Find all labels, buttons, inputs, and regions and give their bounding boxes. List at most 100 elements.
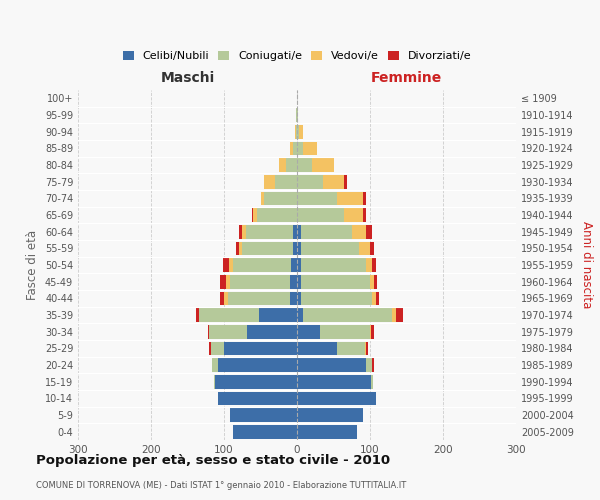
Bar bbox=[230, 275, 290, 288]
Bar bbox=[297, 192, 337, 205]
Bar bbox=[301, 275, 370, 288]
Bar bbox=[365, 342, 367, 355]
Bar bbox=[297, 408, 362, 422]
Bar bbox=[208, 325, 209, 338]
Bar bbox=[303, 308, 392, 322]
Bar bbox=[297, 258, 301, 272]
Bar bbox=[279, 158, 286, 172]
Bar bbox=[367, 225, 372, 238]
Bar bbox=[344, 208, 362, 222]
Bar bbox=[257, 208, 297, 222]
Bar bbox=[362, 208, 367, 222]
Bar bbox=[301, 225, 352, 238]
Bar bbox=[376, 292, 379, 305]
Bar bbox=[367, 342, 368, 355]
Bar bbox=[395, 308, 403, 322]
Bar bbox=[297, 308, 303, 322]
Bar bbox=[223, 258, 229, 272]
Bar bbox=[311, 158, 334, 172]
Bar bbox=[371, 375, 373, 388]
Bar bbox=[293, 142, 297, 155]
Bar bbox=[297, 208, 344, 222]
Bar bbox=[301, 242, 359, 255]
Bar bbox=[297, 242, 301, 255]
Bar bbox=[367, 358, 372, 372]
Bar bbox=[290, 292, 297, 305]
Bar bbox=[286, 158, 297, 172]
Bar bbox=[296, 125, 297, 138]
Legend: Celibi/Nubili, Coniugati/e, Vedovi/e, Divorziati/e: Celibi/Nubili, Coniugati/e, Vedovi/e, Di… bbox=[118, 46, 476, 66]
Bar bbox=[296, 108, 297, 122]
Bar bbox=[297, 158, 311, 172]
Bar bbox=[239, 242, 242, 255]
Bar bbox=[220, 275, 226, 288]
Bar bbox=[367, 258, 372, 272]
Bar bbox=[372, 292, 376, 305]
Bar bbox=[224, 342, 297, 355]
Bar bbox=[352, 225, 367, 238]
Bar bbox=[297, 358, 367, 372]
Bar bbox=[253, 208, 257, 222]
Bar bbox=[275, 175, 297, 188]
Bar bbox=[218, 358, 297, 372]
Bar bbox=[303, 142, 317, 155]
Bar bbox=[297, 392, 376, 405]
Y-axis label: Anni di nascita: Anni di nascita bbox=[580, 222, 593, 308]
Bar bbox=[337, 342, 365, 355]
Bar bbox=[227, 292, 290, 305]
Y-axis label: Fasce di età: Fasce di età bbox=[26, 230, 39, 300]
Bar bbox=[295, 125, 296, 138]
Bar bbox=[215, 375, 297, 388]
Bar bbox=[297, 225, 301, 238]
Bar bbox=[218, 392, 297, 405]
Bar bbox=[301, 258, 367, 272]
Bar bbox=[297, 275, 301, 288]
Text: Maschi: Maschi bbox=[160, 71, 215, 85]
Bar bbox=[372, 258, 376, 272]
Bar bbox=[297, 325, 320, 338]
Bar bbox=[196, 308, 199, 322]
Bar bbox=[392, 308, 395, 322]
Bar bbox=[297, 292, 301, 305]
Bar bbox=[236, 242, 239, 255]
Text: Femmine: Femmine bbox=[371, 71, 442, 85]
Bar bbox=[299, 125, 303, 138]
Bar bbox=[242, 242, 293, 255]
Bar bbox=[372, 358, 374, 372]
Bar bbox=[297, 142, 303, 155]
Bar bbox=[290, 275, 297, 288]
Bar bbox=[252, 208, 253, 222]
Bar bbox=[209, 325, 247, 338]
Bar bbox=[297, 425, 357, 438]
Bar bbox=[370, 275, 374, 288]
Bar bbox=[224, 292, 227, 305]
Bar bbox=[297, 108, 298, 122]
Bar bbox=[259, 308, 297, 322]
Bar bbox=[344, 175, 347, 188]
Text: COMUNE DI TORRENOVA (ME) - Dati ISTAT 1° gennaio 2010 - Elaborazione TUTTITALIA.: COMUNE DI TORRENOVA (ME) - Dati ISTAT 1°… bbox=[36, 480, 406, 490]
Bar bbox=[297, 175, 323, 188]
Bar bbox=[290, 142, 293, 155]
Bar bbox=[233, 258, 291, 272]
Bar bbox=[320, 325, 370, 338]
Bar bbox=[359, 242, 370, 255]
Bar bbox=[297, 342, 337, 355]
Bar bbox=[293, 242, 297, 255]
Bar bbox=[374, 275, 377, 288]
Bar bbox=[229, 258, 233, 272]
Bar bbox=[246, 225, 293, 238]
Bar bbox=[371, 325, 374, 338]
Bar bbox=[370, 242, 374, 255]
Bar bbox=[323, 175, 344, 188]
Bar bbox=[214, 375, 215, 388]
Bar bbox=[362, 192, 367, 205]
Bar bbox=[242, 225, 246, 238]
Bar bbox=[264, 192, 297, 205]
Bar bbox=[247, 325, 297, 338]
Bar bbox=[297, 375, 371, 388]
Bar bbox=[337, 192, 362, 205]
Bar bbox=[370, 325, 371, 338]
Bar bbox=[226, 275, 230, 288]
Bar bbox=[301, 292, 372, 305]
Bar bbox=[212, 358, 218, 372]
